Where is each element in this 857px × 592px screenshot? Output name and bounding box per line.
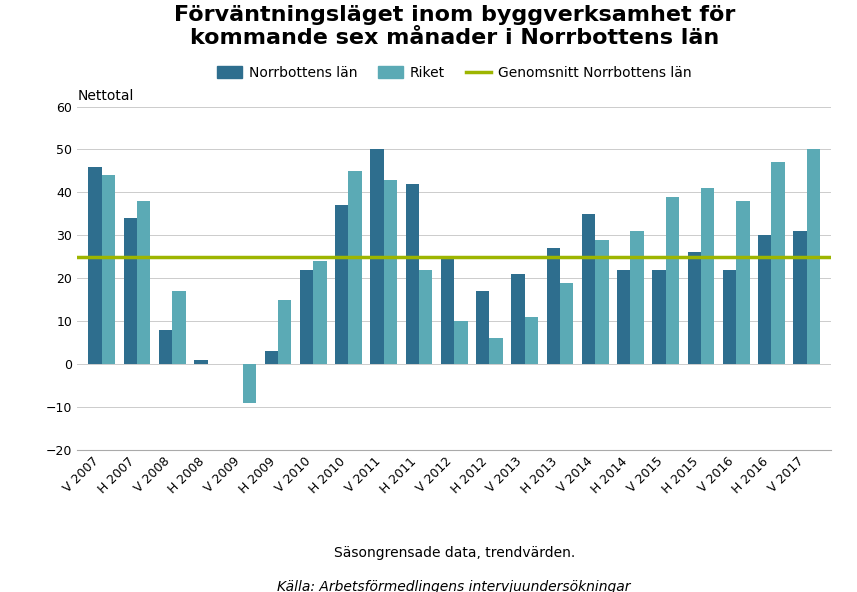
Bar [631,231,644,364]
Bar [349,171,362,364]
Bar [300,270,314,364]
Bar [512,274,524,364]
Legend: Norrbottens län, Riket, Genomsnitt Norrbottens län: Norrbottens län, Riket, Genomsnitt Norrb… [212,60,697,85]
Bar [172,291,186,364]
Bar [722,270,736,364]
Bar [88,166,102,364]
Bar [243,364,256,403]
Bar [524,317,538,364]
Bar [102,175,115,364]
Bar [701,188,714,364]
Bar [687,252,701,364]
Text: Säsongrensade data, trendvärden.: Säsongrensade data, trendvärden. [333,546,575,560]
Bar [617,270,631,364]
Text: Källa: Arbetsförmedlingens intervjuundersökningar: Källa: Arbetsförmedlingens intervjuunder… [278,580,631,592]
Text: Nettotal: Nettotal [77,89,134,103]
Bar [454,321,468,364]
Bar [123,218,137,364]
Bar [666,197,679,364]
Bar [595,240,608,364]
Bar [547,248,560,364]
Bar [314,261,327,364]
Bar [370,149,384,364]
Bar [159,330,172,364]
Bar [419,270,433,364]
Bar [384,179,397,364]
Bar [440,257,454,364]
Bar [806,149,820,364]
Bar [758,235,771,364]
Bar [736,201,750,364]
Bar [582,214,595,364]
Bar [335,205,349,364]
Title: Förväntningsläget inom byggverksamhet för
kommande sex månader i Norrbottens län: Förväntningsläget inom byggverksamhet fö… [173,5,735,48]
Bar [405,184,419,364]
Bar [278,300,291,364]
Bar [794,231,806,364]
Bar [489,339,503,364]
Bar [771,162,785,364]
Bar [560,282,573,364]
Bar [195,360,207,364]
Bar [476,291,489,364]
Bar [137,201,151,364]
Bar [652,270,666,364]
Bar [265,351,278,364]
